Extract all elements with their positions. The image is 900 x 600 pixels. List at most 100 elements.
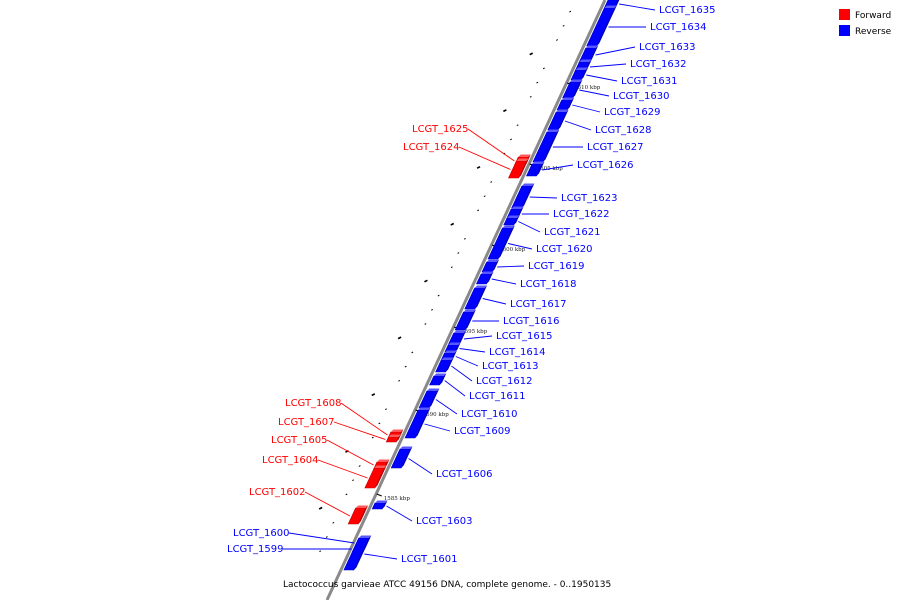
gene-body[interactable] — [503, 217, 518, 226]
gene-top-face — [441, 357, 454, 360]
gene-label[interactable]: LCGT_1620 — [536, 244, 593, 255]
gene-label[interactable]: LCGT_1611 — [469, 391, 526, 402]
gene-label[interactable]: LCGT_1609 — [454, 426, 511, 437]
gene-lcgt-1611[interactable] — [429, 373, 447, 386]
gene-leader-line — [424, 423, 451, 432]
gene-leader-line — [619, 3, 656, 11]
gene-top-face — [426, 388, 440, 391]
gene-leader-line — [459, 348, 486, 353]
gene-leader-line — [444, 380, 466, 397]
gene-label[interactable]: LCGT_1600 — [233, 528, 290, 539]
gene-lcgt-1616[interactable] — [454, 309, 476, 331]
gene-top-face — [355, 505, 369, 508]
gene-side-face — [580, 67, 589, 80]
gene-label[interactable]: LCGT_1621 — [544, 227, 601, 238]
gene-lcgt-1612[interactable] — [435, 357, 454, 373]
gene-label[interactable]: LCGT_1619 — [528, 261, 585, 272]
gene-side-face — [521, 183, 535, 208]
gene-label[interactable]: LCGT_1627 — [587, 142, 644, 153]
gene-lcgt-1627[interactable] — [532, 129, 560, 163]
gene-label[interactable]: LCGT_1630 — [613, 91, 670, 102]
gene-label[interactable]: LCGT_1616 — [503, 316, 560, 327]
gene-label[interactable]: LCGT_1601 — [401, 554, 458, 565]
strand-mark — [398, 379, 401, 382]
gene-label[interactable]: LCGT_1613 — [482, 361, 539, 372]
gene-label[interactable]: LCGT_1604 — [262, 455, 319, 466]
gene-label[interactable]: LCGT_1631 — [621, 76, 678, 87]
strand-mark — [562, 24, 565, 27]
gene-label[interactable]: LCGT_1626 — [577, 160, 634, 171]
gene-label[interactable]: LCGT_1614 — [489, 347, 546, 358]
strand-mark — [424, 279, 428, 283]
gene-label[interactable]: LCGT_1618 — [520, 279, 577, 290]
legend-forward-swatch — [839, 9, 850, 20]
gene-label[interactable]: LCGT_1615 — [496, 331, 553, 342]
gene-label[interactable]: LCGT_1634 — [650, 22, 707, 33]
gene-label[interactable]: LCGT_1612 — [476, 376, 533, 387]
strand-mark — [509, 138, 512, 141]
gene-side-face — [486, 271, 494, 284]
strand-mark — [411, 351, 414, 354]
gene-label[interactable]: LCGT_1629 — [604, 107, 661, 118]
gene-label[interactable]: LCGT_1606 — [436, 469, 493, 480]
gene-top-face — [374, 500, 388, 503]
gene-lcgt-1631[interactable] — [570, 67, 589, 81]
gene-lcgt-1609[interactable] — [404, 407, 431, 439]
gene-label[interactable]: LCGT_1623 — [561, 193, 618, 204]
gene-labels-layer: LCGT_1635 LCGT_1634 LCGT_1633 LCGT_1632 LCGT… — [227, 5, 716, 565]
gene-lcgt-1618[interactable] — [475, 271, 494, 285]
gene-label[interactable]: LCGT_1622 — [553, 209, 610, 220]
genome-caption: Lactococcus garvieae ATCC 49156 DNA, com… — [283, 580, 611, 590]
gene-lcgt-1602[interactable] — [347, 505, 369, 525]
gene-body[interactable] — [385, 436, 399, 443]
gene-label[interactable]: LCGT_1632 — [630, 59, 687, 70]
gene-leader-line — [542, 164, 574, 171]
gene-label[interactable]: LCGT_1624 — [403, 142, 460, 153]
gene-top-face — [453, 330, 467, 333]
strand-mark — [332, 521, 335, 524]
gene-lcgt-1604[interactable] — [364, 465, 387, 489]
gene-label[interactable]: LCGT_1608 — [285, 398, 342, 409]
gene-label[interactable]: LCGT_1605 — [271, 435, 328, 446]
strand-mark — [457, 252, 460, 254]
tick-label: 1595 kbp — [461, 329, 488, 335]
gene-lcgt-1615[interactable] — [447, 330, 467, 346]
gene-label[interactable]: LCGT_1602 — [249, 487, 306, 498]
gene-lcgt-1624[interactable] — [508, 158, 529, 179]
gene-lcgt-1628[interactable] — [547, 109, 569, 131]
gene-lcgt-1607[interactable] — [385, 434, 402, 443]
gene-label[interactable]: LCGT_1599 — [227, 544, 284, 555]
gene-leader-line — [386, 505, 413, 522]
gene-lcgt-1634[interactable] — [586, 5, 617, 47]
gene-lcgt-1603[interactable] — [371, 500, 388, 510]
gene-top-face — [444, 350, 457, 353]
gene-leader-line — [497, 265, 525, 268]
strand-mark — [397, 336, 402, 340]
gene-lcgt-1606[interactable] — [390, 446, 413, 469]
gene-top-face — [521, 183, 535, 186]
gene-label[interactable]: LCGT_1625 — [412, 124, 469, 135]
gene-label[interactable]: LCGT_1635 — [659, 5, 716, 16]
gene-lcgt-1629[interactable] — [556, 97, 575, 111]
gene-top-face — [511, 206, 524, 209]
gene-lcgt-1626[interactable] — [525, 161, 545, 177]
gene-lcgt-1610[interactable] — [418, 388, 440, 409]
gene-label[interactable]: LCGT_1610 — [461, 409, 518, 420]
gene-label[interactable]: LCGT_1633 — [639, 42, 696, 53]
strand-mark — [319, 550, 322, 553]
gene-lcgt-1601[interactable] — [343, 535, 372, 571]
gene-top-face — [388, 434, 402, 437]
gene-lcgt-1621[interactable] — [503, 215, 520, 226]
gene-leader-line — [572, 104, 601, 113]
gene-label[interactable]: LCGT_1603 — [416, 516, 473, 527]
legend-reverse-label: Reverse — [855, 27, 892, 37]
strand-mark — [529, 95, 532, 98]
gene-label[interactable]: LCGT_1617 — [510, 299, 567, 310]
tick-label: 1590 kbp — [423, 412, 450, 418]
gene-label[interactable]: LCGT_1607 — [278, 417, 335, 428]
strand-mark — [536, 81, 539, 84]
gene-label[interactable]: LCGT_1628 — [595, 125, 652, 136]
gene-lcgt-1617[interactable] — [464, 285, 488, 310]
gene-top-face — [390, 429, 404, 432]
gene-lcgt-1620[interactable] — [487, 225, 515, 260]
